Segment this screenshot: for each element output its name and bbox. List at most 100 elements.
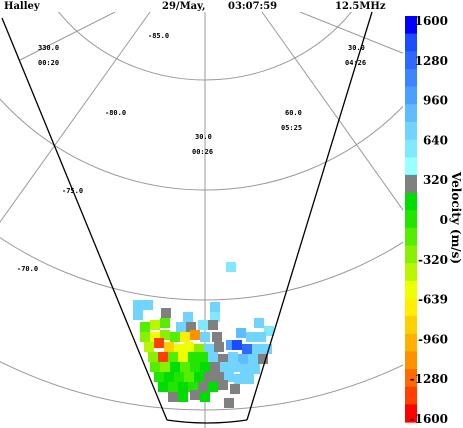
velocity-cell — [143, 300, 153, 310]
ground-scatter-cell — [258, 354, 268, 364]
velocity-cell — [224, 372, 234, 382]
colorbar-tick-label: -639 — [418, 293, 448, 307]
velocity-cell — [194, 372, 204, 382]
colorbar-segment — [405, 51, 417, 70]
velocity-cell — [168, 352, 178, 362]
velocity-cell — [158, 352, 168, 362]
colorbar-tick-label: -1280 — [410, 372, 448, 386]
fov-right-edge — [246, 11, 373, 421]
lon-label-330: 330.0 — [38, 44, 59, 52]
velocity-cell — [170, 362, 180, 372]
grid-labels: 330.0 00:20 -85.0 30.0 04:26 -80.0 60.0 … — [17, 32, 366, 273]
velocity-cell — [252, 344, 262, 354]
velocity-cell — [144, 342, 154, 352]
colorbar-tick-label: 640 — [423, 133, 448, 147]
ground-scatter-cell — [212, 332, 222, 342]
ground-scatter-cell — [210, 362, 220, 372]
velocity-cell — [178, 352, 188, 362]
ground-scatter-cell — [168, 392, 178, 402]
velocity-cell — [262, 344, 272, 354]
header-time: 03:07:59 — [228, 1, 277, 12]
colorbar-tick-label: -1600 — [410, 412, 448, 426]
colorbar-segment — [405, 404, 417, 423]
velocity-cell — [158, 382, 168, 392]
velocity-cell — [226, 340, 236, 350]
velocity-cell — [133, 300, 143, 310]
ground-scatter-cell — [208, 320, 218, 330]
colorbar-segment — [405, 263, 417, 282]
colorbar-segment — [405, 210, 417, 229]
meridian-line — [19, 12, 116, 61]
velocity-cell — [150, 332, 160, 342]
colorbar-tick-label: 1280 — [415, 54, 448, 68]
colorbar-segment — [405, 192, 417, 211]
velocity-cell — [256, 332, 266, 342]
velocity-cell — [160, 330, 170, 340]
colorbar-tick-label: -320 — [418, 253, 448, 267]
station-name: Halley — [4, 1, 41, 12]
velocity-cell — [230, 362, 240, 372]
colorbar-segment — [405, 316, 417, 335]
velocity-cell — [174, 344, 184, 354]
ground-scatter-cell — [204, 372, 214, 382]
velocity-cell — [160, 318, 170, 328]
ground-scatter-cell — [218, 380, 228, 390]
velocity-cell — [234, 374, 244, 384]
colorbar-segment — [405, 298, 417, 317]
ground-scatter-cell — [224, 398, 234, 408]
colorbar-segment — [405, 86, 417, 105]
colorbar-ticks: 1600 1280 960 640 320 0 -320 -639 -960 -1280 -1600 — [410, 14, 448, 426]
ground-scatter-cell — [186, 322, 196, 332]
velocity-cell — [220, 362, 230, 372]
velocity-cell — [198, 320, 208, 330]
meridian-line — [0, 12, 151, 223]
velocity-cell — [178, 392, 188, 402]
velocity-cell — [246, 332, 256, 342]
velocity-cell — [208, 382, 218, 392]
meridian-line — [261, 12, 403, 211]
colorbar-segment — [405, 174, 417, 194]
ground-scatter-cell — [214, 372, 224, 382]
velocity-cell — [210, 312, 220, 322]
velocity-cell — [198, 352, 208, 362]
colorbar-segment — [405, 333, 417, 352]
velocity-cell — [232, 340, 242, 350]
velocity-cell — [194, 344, 204, 354]
velocity-colorbar — [405, 16, 417, 423]
fov-left-edge — [1, 17, 168, 421]
velocity-cell — [164, 372, 174, 382]
mlt-label-0426: 04:26 — [345, 59, 366, 67]
velocity-cell — [188, 382, 198, 392]
velocity-cell — [210, 302, 220, 312]
velocity-cell — [160, 362, 170, 372]
velocity-cell — [178, 382, 188, 392]
velocity-cell — [200, 392, 210, 402]
velocity-cell — [176, 322, 186, 332]
velocity-cell — [236, 328, 246, 338]
velocity-cell — [228, 352, 238, 362]
colorbar-tick-label: -960 — [418, 332, 448, 346]
ground-scatter-cell — [190, 390, 200, 400]
colorbar-segment — [405, 386, 417, 405]
velocity-cell — [180, 362, 190, 372]
colorbar-segment — [405, 157, 417, 176]
velocity-cell — [154, 338, 164, 348]
colorbar-segment — [405, 227, 417, 247]
latitude-circle — [0, 236, 403, 301]
colorbar-segment — [405, 351, 417, 370]
colorbar-segment — [405, 139, 417, 158]
colorbar-segment — [405, 280, 417, 300]
lon-label-60: 60.0 — [285, 109, 302, 117]
field-of-view — [1, 11, 373, 424]
ground-scatter-cell — [218, 354, 228, 364]
velocity-cell — [244, 374, 254, 384]
colorbar-tick-label: 1600 — [415, 14, 448, 28]
velocity-cell — [204, 344, 214, 354]
velocity-cell — [133, 310, 143, 320]
colorbar-segment — [405, 104, 417, 123]
velocity-cell — [238, 354, 248, 364]
lat-label-m70: -70.0 — [17, 265, 38, 273]
colorbar-tick-label: 960 — [423, 94, 448, 108]
velocity-cell — [168, 382, 178, 392]
